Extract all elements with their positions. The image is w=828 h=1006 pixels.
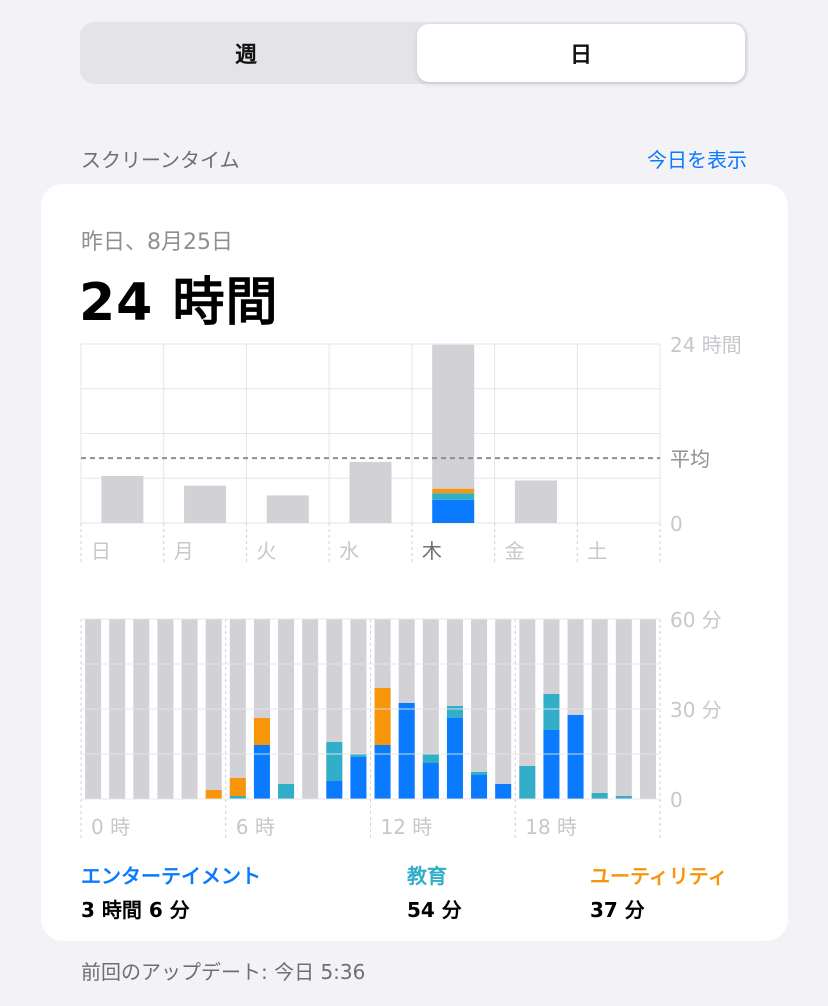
summary-date: 昨日、8月25日 (81, 230, 233, 255)
hourly-y-tick-mid: 30 分 (670, 698, 722, 722)
hourly-bar-segment (543, 730, 560, 799)
weekly-day-label: 金 (505, 539, 525, 563)
hourly-bar-segment (471, 772, 488, 775)
weekly-y-tick-average: 平均 (670, 447, 710, 471)
weekly-bar-segment (101, 476, 144, 523)
hourly-bar-segment (229, 778, 246, 796)
legend-label-entertainment: エンターテイメント (81, 864, 261, 888)
summary-total: 24 時間 (79, 273, 279, 333)
hourly-bar-segment (205, 790, 222, 799)
hourly-x-tick: 0 時 (91, 815, 130, 839)
hourly-x-tick: 12 時 (381, 815, 433, 839)
hourly-bar-segment (446, 718, 463, 799)
hourly-bar-segment (253, 745, 270, 799)
hourly-bar-segment (374, 745, 391, 799)
show-today-link[interactable]: 今日を表示 (647, 148, 747, 172)
weekly-bar-segment (184, 485, 227, 523)
weekly-bar-segment (349, 461, 392, 523)
weekly-bar-segment (432, 344, 475, 489)
legend-value-entertainment: 3 時間 6 分 (81, 898, 190, 922)
period-segmented-control: 週 日 (80, 22, 748, 84)
hourly-y-tick-max: 60 分 (670, 609, 722, 632)
hourly-bar-segment (495, 784, 512, 799)
hourly-bar-segment (350, 754, 367, 757)
hourly-bar-segment (615, 796, 632, 799)
hourly-usage-chart[interactable]: 0 時 6 時 12 時 18 時 60 分 30 分 0 (41, 609, 788, 844)
legend-value-utility: 37 分 (590, 898, 645, 922)
legend-value-education: 54 分 (407, 898, 462, 922)
hourly-bar-segment (229, 796, 246, 799)
hourly-bar-segment (543, 694, 560, 730)
hourly-bar-segment (591, 793, 608, 799)
weekly-day-label: 火 (256, 539, 276, 563)
weekly-day-label: 日 (91, 539, 111, 563)
legend-label-education: 教育 (407, 864, 447, 888)
weekly-day-label: 木 (422, 539, 442, 563)
weekly-bar-segment (432, 488, 475, 494)
weekly-bar-segment (432, 499, 475, 523)
weekly-bar-segment (514, 480, 557, 523)
hourly-bar-segment (326, 781, 343, 799)
weekly-bar-segment (266, 495, 309, 523)
hourly-bar-segment (374, 688, 391, 745)
weekly-day-label: 土 (587, 539, 607, 563)
hourly-bar-segment (326, 742, 343, 781)
hourly-bar-segment (253, 718, 270, 745)
section-header-screen-time: スクリーンタイム (81, 148, 240, 172)
hourly-x-tick: 6 時 (236, 815, 275, 839)
segment-week[interactable]: 週 (234, 43, 257, 68)
hourly-x-tick: 18 時 (525, 815, 577, 839)
hourly-bar-segment (519, 766, 536, 799)
hourly-bar-segment (350, 757, 367, 799)
segment-day[interactable]: 日 (417, 24, 745, 82)
hourly-bar-segment (398, 703, 415, 799)
last-update-text: 前回のアップデート: 今日 5:36 (81, 960, 366, 984)
weekly-day-label: 水 (339, 539, 359, 563)
legend-label-utility: ユーティリティ (590, 864, 728, 888)
hourly-bar-segment (278, 784, 295, 799)
weekly-day-label: 月 (174, 539, 194, 563)
hourly-bar-segment (567, 715, 584, 799)
weekly-y-tick-max: 24 時間 (670, 333, 742, 357)
hourly-bar-segment (422, 763, 439, 799)
hourly-y-tick-zero: 0 (670, 788, 683, 812)
weekly-y-tick-zero: 0 (670, 512, 683, 536)
weekly-bar-segment (432, 493, 475, 500)
hourly-bar-segment (471, 775, 488, 799)
hourly-bar-segment (422, 754, 439, 763)
screen-time-card: 昨日、8月25日 24 時間 日 月 火 水 木 金 土 24 時間平均 0 0 時 6 時 12 … (41, 184, 788, 941)
hourly-bar-segment (446, 706, 463, 718)
